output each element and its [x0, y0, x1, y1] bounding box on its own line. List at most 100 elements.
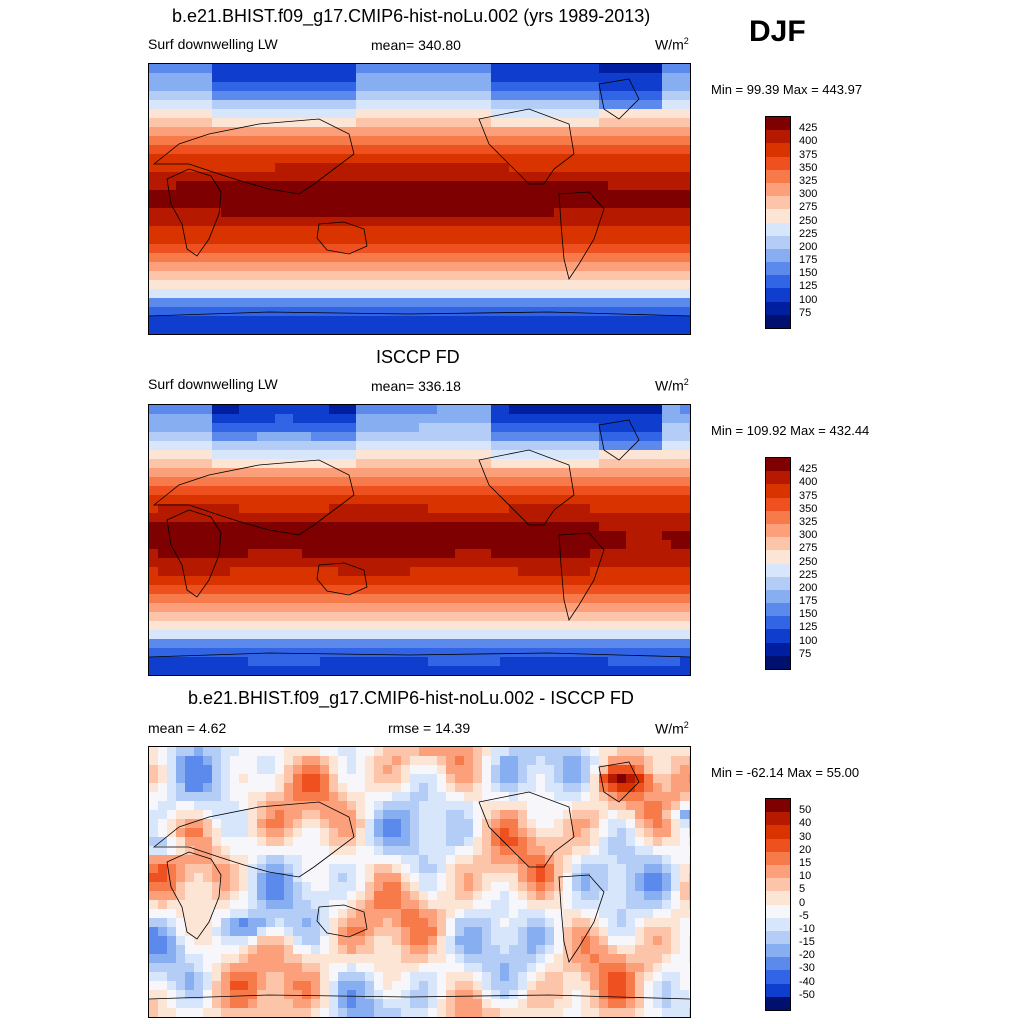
map-cell [266, 226, 276, 236]
map-cell [689, 549, 690, 559]
map-cell [518, 450, 528, 460]
map-cell [356, 127, 366, 137]
map-cell [671, 405, 681, 415]
map-cell [491, 64, 501, 74]
map-cell [320, 172, 330, 182]
map-cell [383, 280, 393, 290]
map-cell [374, 828, 384, 838]
map-cell [572, 774, 582, 784]
map-cell [194, 262, 204, 272]
map-cell [203, 666, 213, 675]
map-cell [599, 648, 609, 658]
map-cell [266, 82, 276, 92]
map-cell [221, 145, 231, 155]
map-cell [392, 567, 402, 577]
map-cell [662, 891, 672, 901]
map-cell [590, 109, 600, 119]
map-cell [302, 414, 312, 424]
map-cell [500, 486, 510, 496]
map-cell [599, 837, 609, 847]
map-cell [455, 432, 465, 442]
map-cell [320, 441, 330, 451]
map-cell [428, 639, 438, 649]
map-cell [653, 504, 663, 514]
map-cell [482, 100, 492, 110]
map-cell [293, 864, 303, 874]
map-cell [491, 549, 501, 559]
map-cell [284, 756, 294, 766]
map-cell [554, 118, 564, 128]
map-cell [572, 558, 582, 568]
coastline [558, 191, 605, 280]
map-cell [158, 253, 168, 263]
map-cell [311, 810, 321, 820]
map-cell [311, 504, 321, 514]
map-cell [185, 244, 195, 254]
map-cell [230, 127, 240, 137]
map-cell [545, 181, 555, 191]
map-cell [455, 459, 465, 469]
map-cell [167, 576, 177, 586]
map-cell [275, 585, 285, 595]
map-cell [599, 801, 609, 811]
map-cell [455, 540, 465, 550]
map-cell [617, 244, 627, 254]
panel1-colorbar [765, 116, 791, 329]
map-cell [230, 765, 240, 775]
map-cell [671, 558, 681, 568]
map-cell [527, 927, 537, 937]
map-cell [239, 298, 249, 308]
map-cell [662, 100, 672, 110]
map-cell [464, 208, 474, 218]
map-cell [401, 819, 411, 829]
map-cell [149, 307, 159, 317]
map-cell [401, 648, 411, 658]
map-cell [167, 918, 177, 928]
map-cell [203, 657, 213, 667]
map-cell [536, 91, 546, 101]
map-cell [203, 172, 213, 182]
map-cell [221, 657, 231, 667]
map-cell [689, 531, 690, 541]
map-cell [257, 837, 267, 847]
map-cell [329, 208, 339, 218]
map-cell [392, 208, 402, 218]
map-cell [185, 298, 195, 308]
map-cell [293, 100, 303, 110]
map-cell [617, 612, 627, 622]
map-cell [203, 801, 213, 811]
map-cell [554, 468, 564, 478]
map-cell [410, 531, 420, 541]
map-cell [464, 316, 474, 326]
map-cell [653, 864, 663, 874]
map-cell [266, 441, 276, 451]
map-cell [446, 441, 456, 451]
map-cell [347, 846, 357, 856]
map-cell [680, 801, 690, 811]
map-cell [419, 585, 429, 595]
map-cell [446, 513, 456, 523]
map-cell [581, 181, 591, 191]
map-cell [221, 307, 231, 317]
map-cell [176, 280, 186, 290]
map-cell [446, 765, 456, 775]
map-cell [194, 639, 204, 649]
map-cell [338, 423, 348, 433]
map-cell [536, 190, 546, 200]
map-cell [356, 909, 366, 919]
map-cell [464, 298, 474, 308]
map-cell [266, 747, 276, 757]
map-cell [617, 477, 627, 487]
map-cell [590, 513, 600, 523]
map-cell [284, 900, 294, 910]
map-cell [554, 405, 564, 415]
map-cell [392, 864, 402, 874]
map-cell [554, 235, 564, 245]
map-cell [410, 235, 420, 245]
map-cell [410, 253, 420, 263]
map-cell [509, 774, 519, 784]
map-cell [473, 891, 483, 901]
map-cell [671, 190, 681, 200]
map-cell [554, 810, 564, 820]
map-cell [590, 405, 600, 415]
